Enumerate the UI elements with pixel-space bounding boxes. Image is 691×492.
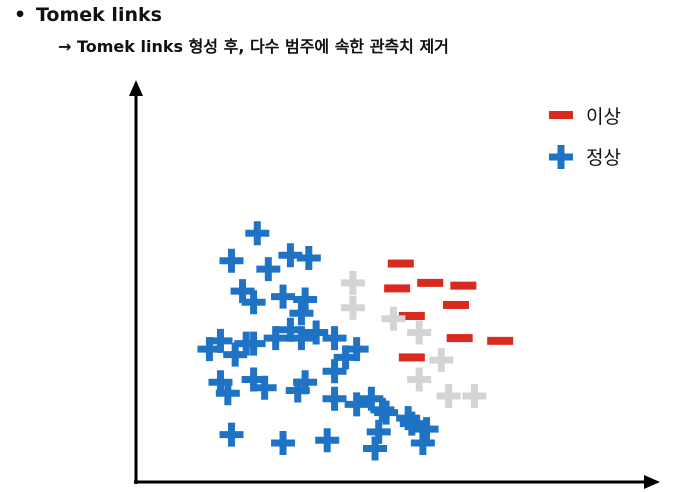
anomaly-point-6: [398, 312, 425, 320]
legend-normal-plus-icon: [549, 145, 573, 169]
normal-point-17: [241, 331, 266, 356]
normal-point-40: [271, 430, 296, 455]
bullet-heading: • Tomek links: [14, 4, 162, 26]
normal-point-16: [223, 342, 248, 367]
normal-point-8: [271, 284, 296, 309]
removed-point-7: [436, 384, 461, 409]
normal-point-20: [322, 326, 347, 351]
bullet-dot: •: [14, 4, 27, 26]
anomaly-point-2: [384, 284, 411, 293]
legend-normal-label: 정상: [586, 147, 621, 169]
anomaly-point-7: [446, 334, 473, 343]
normal-point-9: [293, 287, 318, 312]
plot-marks: [197, 221, 514, 461]
normal-point-30: [322, 386, 347, 411]
normal-point-11: [278, 317, 303, 342]
normal-point-24: [293, 370, 318, 395]
normal-point-10: [289, 301, 314, 326]
normal-point-34: [374, 400, 399, 425]
normal-point-21: [333, 345, 358, 370]
normal-point-12: [304, 320, 329, 345]
normal-point-36: [399, 411, 424, 436]
normal-point-37: [414, 417, 439, 442]
normal-point-4: [296, 246, 321, 271]
normal-point-18: [263, 326, 288, 351]
normal-point-2: [219, 248, 244, 273]
removed-point-2: [340, 295, 365, 320]
normal-point-19: [289, 326, 314, 351]
anomaly-point-4: [450, 281, 477, 290]
heading-title: Tomek links: [36, 4, 162, 26]
normal-point-35: [396, 406, 421, 431]
normal-point-6: [230, 279, 255, 304]
normal-point-31: [344, 392, 369, 417]
x-axis-arrow-icon: [644, 475, 660, 489]
anomaly-point-3: [417, 278, 444, 287]
anomaly-point-8: [487, 336, 514, 345]
removed-point-8: [462, 384, 487, 409]
normal-point-3: [278, 243, 303, 268]
normal-point-32: [359, 386, 384, 411]
legend: 이상 정상: [549, 106, 621, 169]
removed-point-5: [429, 348, 454, 373]
normal-point-42: [363, 436, 388, 461]
y-axis-arrow-icon: [129, 80, 143, 96]
removed-point-1: [340, 270, 365, 295]
removed-point-6: [407, 367, 432, 392]
anomaly-point-1: [387, 259, 414, 268]
normal-point-15: [208, 328, 233, 353]
normal-point-28: [252, 375, 277, 400]
legend-anomaly-minus-icon: [549, 111, 573, 119]
removed-point-4: [407, 320, 432, 345]
normal-point-5: [256, 257, 281, 282]
normal-point-41: [315, 428, 340, 453]
anomaly-point-9: [398, 353, 425, 362]
normal-point-26: [208, 370, 233, 395]
normal-point-14: [197, 337, 222, 362]
normal-point-25: [241, 367, 266, 392]
normal-point-39: [219, 422, 244, 447]
plot-axes: [129, 80, 660, 489]
heading-subtitle: → Tomek links 형성 후, 다수 범주에 속한 관측치 제거: [58, 37, 449, 56]
removed-point-3: [381, 306, 406, 331]
legend-normal-plus-shape: [549, 145, 573, 169]
normal-point-43: [410, 430, 435, 455]
normal-point-38: [366, 419, 391, 444]
normal-point-29: [285, 378, 310, 403]
normal-point-1: [245, 221, 270, 246]
normal-point-27: [215, 381, 240, 406]
legend-anomaly-label: 이상: [586, 106, 621, 128]
normal-point-23: [322, 359, 347, 384]
normal-point-22: [344, 337, 369, 362]
normal-point-7: [241, 290, 266, 315]
anomaly-point-5: [443, 300, 469, 309]
